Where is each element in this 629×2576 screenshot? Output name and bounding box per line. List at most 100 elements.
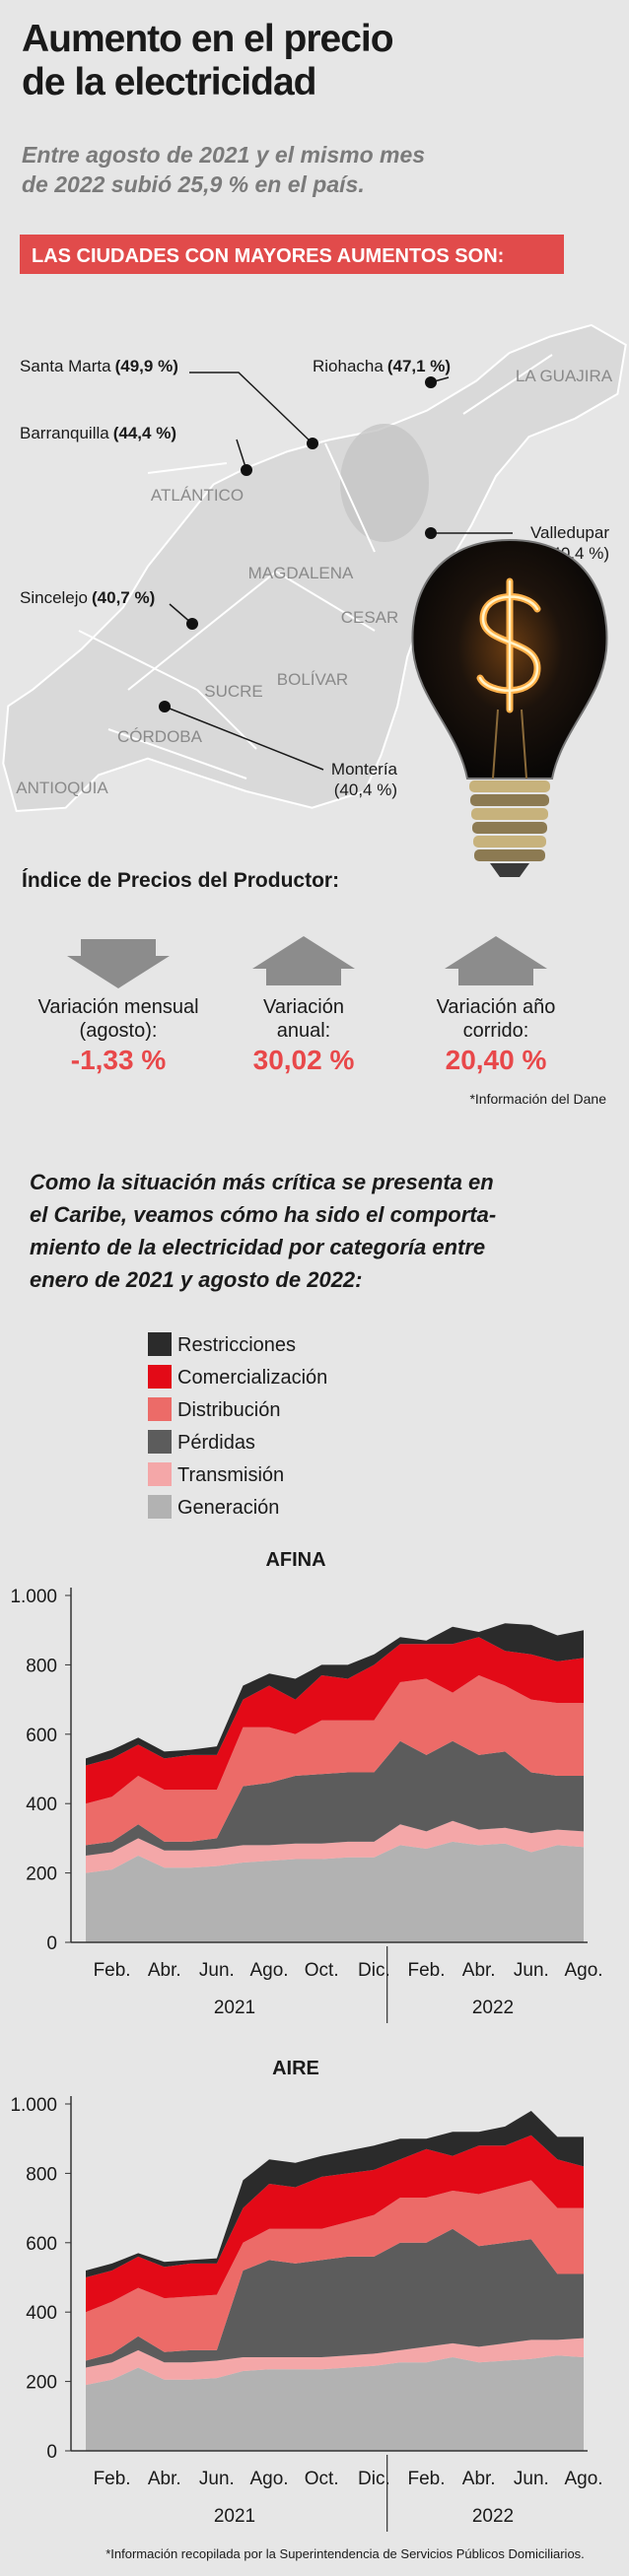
index-label: Variación año [437, 996, 556, 1018]
y-tick-label: 400 [26, 1795, 57, 1815]
x-tick-label: Jun. [199, 1960, 235, 1981]
region-label: CÓRDOBA [117, 727, 203, 746]
leader-line [189, 372, 314, 444]
intro-line: enero de 2021 y agosto de 2022: [30, 1267, 363, 1292]
x-tick-label: Abr. [462, 2469, 496, 2489]
x-tick-label: Oct. [305, 2469, 339, 2489]
legend-label: Restricciones [177, 1334, 296, 1356]
x-tick-label: Feb. [408, 1960, 446, 1981]
index-value: 20,40 % [446, 1045, 547, 1075]
y-tick-label: 400 [26, 2303, 57, 2324]
city-dot [307, 438, 318, 449]
bulb-filament-core [478, 579, 539, 712]
bulb-base-ring [471, 808, 548, 820]
map-border [107, 728, 247, 780]
y-tick-label: 0 [46, 1933, 57, 1954]
bulb-base-ring [472, 822, 547, 834]
city-value: (47,1 %) [387, 357, 451, 375]
x-tick-label: Abr. [148, 1960, 181, 1981]
y-tick-label: 1.000 [10, 2095, 57, 2116]
map-border [147, 462, 228, 474]
area [86, 2111, 584, 2277]
index-label: (agosto): [80, 1020, 158, 1042]
year-label: 2022 [472, 2506, 514, 2527]
legend-swatch [148, 1397, 172, 1421]
y-tick-label: 200 [26, 1864, 57, 1885]
area [86, 1820, 584, 1873]
bulb-base-ring [473, 836, 546, 847]
city-name: Valledupar [530, 523, 609, 542]
x-tick-label: Abr. [148, 2469, 181, 2489]
subtitle-line: Entre agosto de 2021 y el mismo mes [22, 142, 425, 168]
y-tick-label: 600 [26, 2234, 57, 2255]
area [86, 1841, 584, 1942]
chart-title: AIRE [272, 2058, 319, 2079]
x-tick-label: Ago. [250, 2469, 289, 2489]
title-line: de la electricidad [22, 61, 315, 103]
region-label: ATLÁNTICO [151, 486, 244, 505]
x-tick-label: Jun. [514, 2469, 549, 2489]
index-source: *Información del Dane [469, 1091, 606, 1107]
index-title: Índice de Precios del Productor: [22, 869, 339, 892]
bulb-base-ring [469, 780, 550, 792]
year-label: 2021 [214, 1998, 255, 2018]
map-border [78, 630, 198, 691]
city-name: Montería [331, 760, 398, 779]
region-label: LA GUAJIRA [516, 367, 613, 385]
city-name: Riohacha [313, 357, 384, 375]
legend-swatch [148, 1430, 172, 1454]
city-dot [241, 464, 252, 476]
map-border [324, 442, 376, 553]
area [86, 1637, 584, 1804]
legend-swatch [148, 1462, 172, 1486]
area [86, 2135, 584, 2313]
area [86, 2338, 584, 2386]
y-tick-label: 800 [26, 2164, 57, 2185]
area [86, 1740, 584, 1856]
arrow-down [67, 939, 170, 988]
legend-swatch [148, 1495, 172, 1519]
x-tick-label: Abr. [462, 1960, 496, 1981]
arrow-up [252, 936, 355, 985]
bulb-tip [490, 863, 529, 877]
bulb-base-ring [470, 794, 549, 806]
region-label: BOLÍVAR [277, 670, 348, 689]
city-label: Riohacha (47,1 %) [313, 357, 451, 375]
legend-label: Comercialización [177, 1367, 327, 1389]
x-tick-label: Jun. [514, 1960, 549, 1981]
x-tick-label: Feb. [94, 1960, 131, 1981]
legend-label: Generación [177, 1497, 279, 1519]
city-value: (40,7 %) [92, 588, 155, 607]
x-tick-label: Oct. [305, 1960, 339, 1981]
region-label: MAGDALENA [248, 564, 354, 582]
city-name: Barranquilla [20, 424, 109, 442]
region-label: CESAR [341, 608, 399, 627]
city-label: Santa Marta (49,9 %) [20, 357, 178, 375]
map-land [2, 323, 627, 813]
city-label: Sincelejo (40,7 %) [20, 588, 155, 607]
bulb-base-ring [474, 849, 545, 861]
map-border [462, 354, 553, 415]
city-dot [159, 701, 171, 712]
map-border [127, 571, 277, 691]
year-label: 2021 [214, 2506, 255, 2527]
intro-line: el Caribe, veamos cómo ha sido el compor… [30, 1202, 496, 1227]
y-tick-label: 200 [26, 2373, 57, 2394]
x-tick-label: Jun. [199, 2469, 235, 2489]
x-tick-label: Ago. [250, 1960, 289, 1981]
banner [20, 235, 564, 274]
index-label: Variación [263, 996, 344, 1018]
index-label: anual: [277, 1020, 331, 1042]
chart-title: AFINA [265, 1549, 325, 1571]
year-label: 2022 [472, 1998, 514, 2018]
city-label: Barranquilla (44,4 %) [20, 424, 176, 442]
area [86, 1675, 584, 1846]
area [86, 2180, 584, 2361]
index-value: 30,02 % [253, 1045, 355, 1075]
leader-line [164, 706, 324, 771]
city-value: (44,4 %) [113, 424, 176, 442]
x-tick-label: Ago. [564, 2469, 602, 2489]
index-label: Variación mensual [37, 996, 198, 1018]
x-tick-label: Dic. [358, 2469, 390, 2489]
